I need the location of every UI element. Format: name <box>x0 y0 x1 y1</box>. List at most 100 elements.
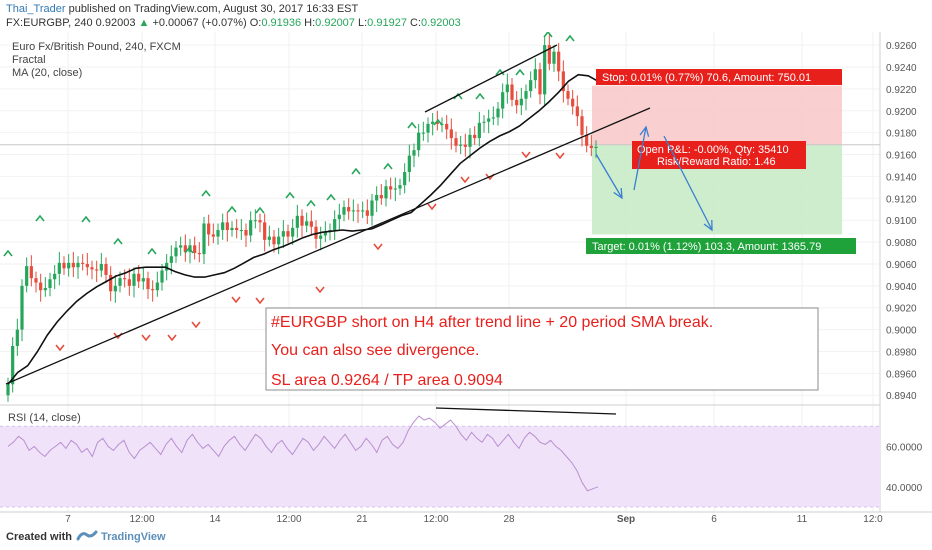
candle-body <box>487 118 491 122</box>
candle-body <box>263 222 267 240</box>
position-labels: Stop: 0.01% (0.77%) 70.6, Amount: 750.01… <box>586 69 856 254</box>
target-label: Target: 0.01% (1.12%) 103.3, Amount: 136… <box>592 241 821 253</box>
candle-body <box>11 346 15 385</box>
candle-body <box>477 122 481 139</box>
channel-trend-line <box>424 44 558 113</box>
candle-body <box>48 279 52 289</box>
time-tick-label: 12:00 <box>423 514 448 524</box>
candle-body <box>463 144 467 147</box>
candle-body <box>482 121 486 123</box>
candle-body <box>566 91 570 99</box>
fractal-up-icon <box>433 118 443 126</box>
price-tick-label: 0.9200 <box>886 107 917 118</box>
candle-body <box>34 278 38 283</box>
fractal-up-icon <box>543 32 553 38</box>
candle-body <box>193 245 197 254</box>
price-tick-label: 0.9120 <box>886 194 917 205</box>
price-tick-label: 0.9220 <box>886 85 917 96</box>
up-arrow-icon: ▲ <box>138 17 150 29</box>
price-tick-label: 0.9140 <box>886 172 917 183</box>
price-tick-label: 0.9240 <box>886 63 917 74</box>
candle-body <box>286 231 290 237</box>
candle-body <box>127 279 131 286</box>
candle-body <box>253 220 257 222</box>
candle-body <box>235 227 239 231</box>
candle-body <box>585 134 589 146</box>
symbol-line: FX:EURGBP, 240 0.92003 ▲ +0.00067 (+0.07… <box>6 17 461 29</box>
candle-body <box>81 262 85 264</box>
candle-body <box>300 215 304 226</box>
time-tick-label: 14 <box>209 514 221 524</box>
change-text: +0.00067 (+0.07%) <box>152 17 247 29</box>
legend-title: Euro Fx/British Pound, 240, FXCM <box>12 41 181 53</box>
candle-body <box>319 235 323 239</box>
candle-body <box>435 121 439 124</box>
fractal-down-icon <box>555 152 565 160</box>
candle-body <box>39 282 43 291</box>
time-tick-label: Sep <box>617 514 635 524</box>
candle-body <box>137 273 141 282</box>
target-label-box: Target: 0.01% (1.12%) 103.3, Amount: 136… <box>586 238 856 254</box>
candle-body <box>323 232 327 236</box>
fractal-up-icon <box>35 214 45 222</box>
fractal-up-icon <box>351 167 361 175</box>
candle-body <box>580 116 584 135</box>
candle-body <box>449 129 453 139</box>
candle-body <box>389 186 393 190</box>
fractal-up-icon <box>113 237 123 245</box>
candle-body <box>468 134 472 147</box>
candle-body <box>109 274 113 292</box>
candle-body <box>384 186 388 199</box>
candle-body <box>575 106 579 117</box>
price-tick-label: 0.9000 <box>886 326 917 337</box>
candle-body <box>454 138 458 146</box>
chart-legend: Euro Fx/British Pound, 240, FXCM Fractal… <box>12 41 181 79</box>
candle-body <box>370 200 374 216</box>
candle-body <box>95 269 99 271</box>
candle-body <box>533 69 537 81</box>
price-chart[interactable]: 0.9260 0.9240 0.9220 0.9200 0.9180 0.9160 0.91… <box>0 32 932 524</box>
candle-body <box>403 172 407 186</box>
candle-body <box>29 266 33 279</box>
price-tick-label: 0.9060 <box>886 260 917 271</box>
candle-body <box>291 227 295 237</box>
candle-body <box>118 278 122 286</box>
candle-body <box>202 223 206 255</box>
candle-body <box>379 195 383 199</box>
rr-label: Risk/Reward Ratio: 1.46 <box>657 156 776 168</box>
candle-body <box>347 207 351 212</box>
candle-body <box>277 236 281 245</box>
author-link[interactable]: Thai_Trader <box>6 3 66 15</box>
candle-body <box>571 98 575 107</box>
candle-body <box>160 270 164 283</box>
price-tick-label: 0.8980 <box>886 347 917 358</box>
candle-body <box>552 51 556 64</box>
forecast-arrow-up <box>633 126 647 191</box>
candle-body <box>524 91 528 99</box>
stop-label: Stop: 0.01% (0.77%) 70.6, Amount: 750.01 <box>602 72 811 84</box>
tradingview-brand[interactable]: TradingView <box>101 531 166 543</box>
forecast-arrow-up-head <box>639 125 650 137</box>
open-label: O: <box>249 17 262 29</box>
price-tick-label: 0.8940 <box>886 391 917 402</box>
candle-body <box>183 245 187 252</box>
fractal-up-icon <box>227 205 237 213</box>
candle-body <box>57 262 61 274</box>
fractal-down-icon <box>255 297 265 305</box>
rsi-divergence-line <box>435 407 617 415</box>
candle-body <box>6 384 10 396</box>
rsi-pane: 60.0000 40.0000 <box>0 407 923 508</box>
candle-body <box>53 273 57 280</box>
candle-body <box>431 121 435 124</box>
candle-body <box>123 278 127 280</box>
candle-body <box>244 230 248 236</box>
candle-body <box>113 285 117 292</box>
candle-body <box>412 150 416 156</box>
legend-fractal: Fractal <box>12 54 46 66</box>
price-tick-label: 0.9100 <box>886 216 917 227</box>
fractal-down-icon <box>55 344 65 352</box>
candle-body <box>314 226 318 239</box>
open-value: 0.91936 <box>261 17 302 29</box>
candle-body <box>25 266 29 286</box>
candles <box>6 34 598 402</box>
